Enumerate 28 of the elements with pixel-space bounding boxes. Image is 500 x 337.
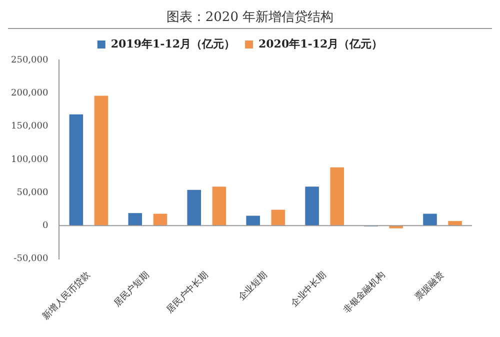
legend-label: 2019年1-12月（亿元） [110, 37, 236, 50]
x-tick-label: 新增人民币贷款 [40, 270, 92, 322]
bar [94, 96, 108, 226]
bar [153, 214, 168, 226]
x-tick-label: 企业短期 [236, 270, 270, 303]
bar [330, 167, 344, 226]
bar [423, 214, 437, 226]
bar [271, 210, 286, 226]
y-tick-label: 0 [42, 221, 48, 232]
x-tick-label: 企业中长期 [288, 270, 328, 310]
y-tick-label: 50,000 [16, 188, 48, 198]
y-tick-label: 250,000 [11, 55, 48, 66]
chart-title: 图表：2020 年新增信贷结构 [8, 8, 492, 29]
y-tick-label: 100,000 [11, 154, 48, 165]
bar [69, 114, 84, 226]
y-tick-label: -50,000 [14, 254, 48, 264]
x-tick-label: 居民户短期 [112, 270, 152, 310]
y-tick-label: 200,000 [11, 88, 48, 98]
x-tick-label: 居民户中长期 [164, 270, 210, 316]
bar [187, 190, 201, 226]
bar [305, 186, 319, 226]
bar [128, 213, 142, 226]
y-tick-label: 150,000 [11, 122, 48, 132]
legend-label: 2020年1-12月（亿元） [258, 37, 383, 50]
x-tick-label: 非银金融机构 [341, 270, 388, 316]
bar [246, 216, 260, 226]
x-tick-label: 票据融资 [413, 270, 446, 303]
bar [212, 186, 226, 226]
